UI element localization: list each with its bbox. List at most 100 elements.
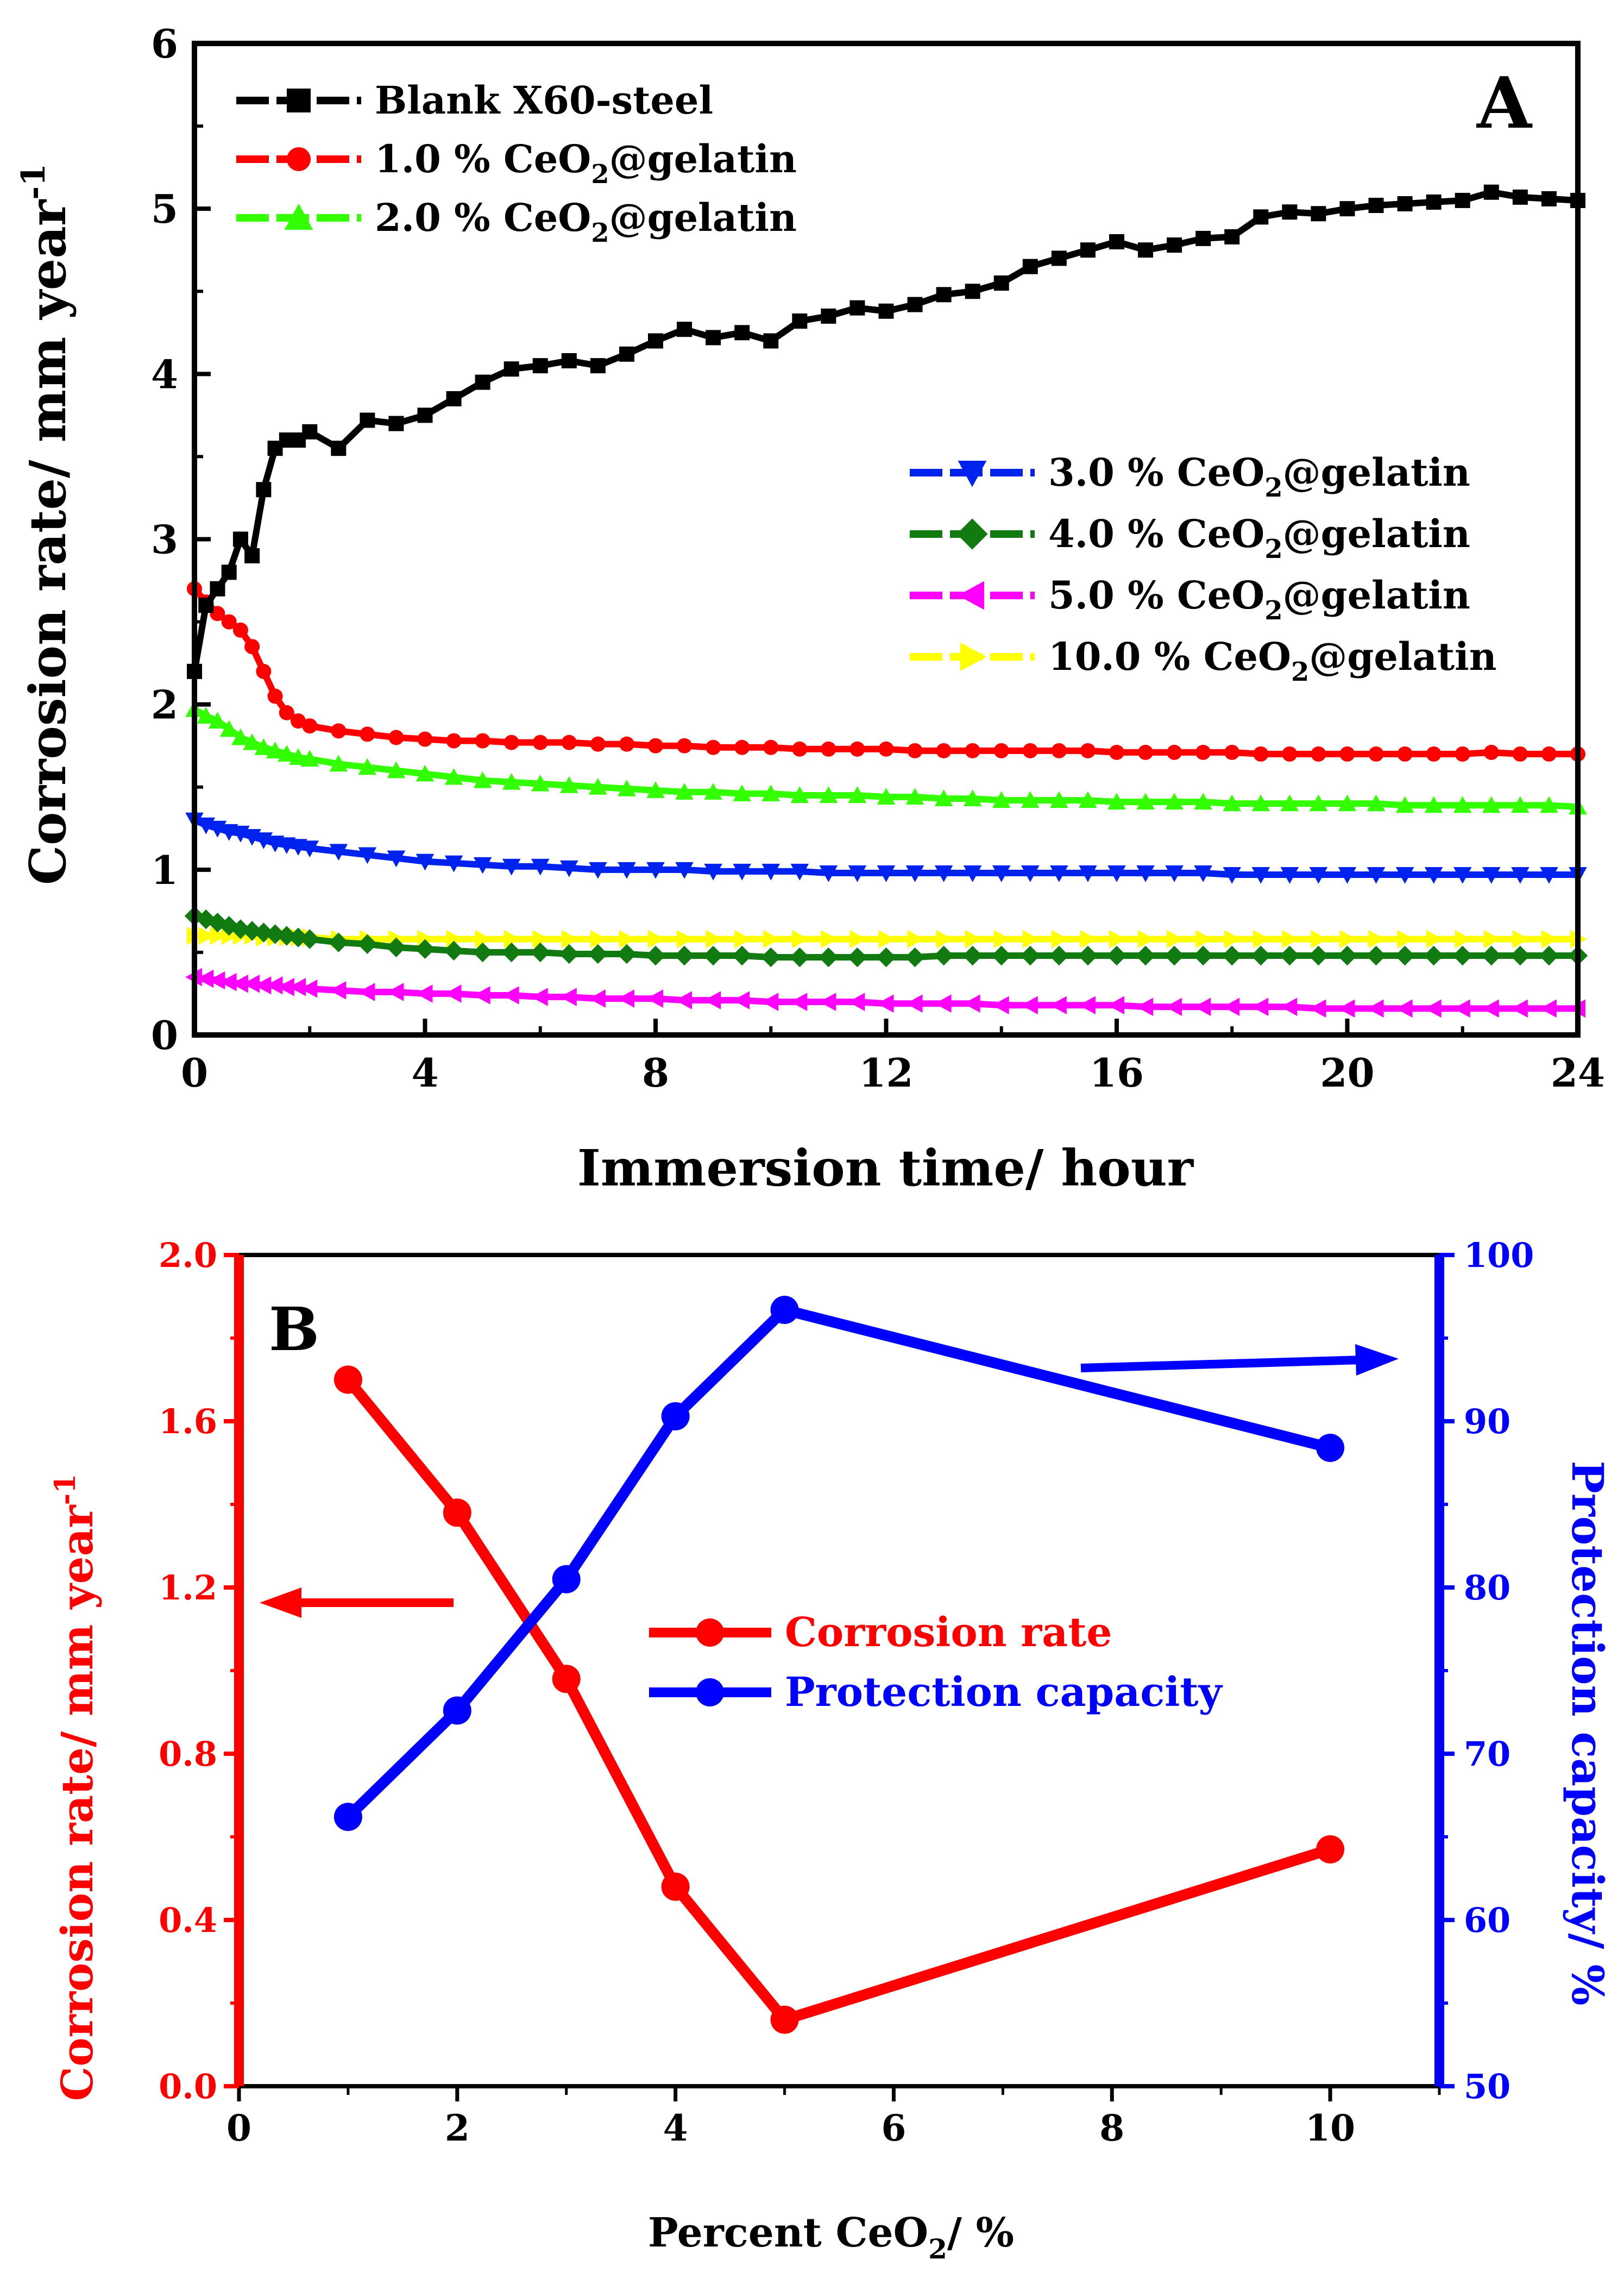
panel-a-point-blank-x60-steel [1022,259,1038,274]
panel-a-point-2-0-ceo2-gelatin [531,774,550,792]
panel-a-point-5-0-ceo2-gelatin [1251,997,1269,1016]
panel-a-point-4-0-ceo2-gelatin [1135,945,1156,966]
panel-a-point-1-0-ceo2-gelatin [267,688,283,704]
panel-a-point-blank-x60-steel [1426,194,1442,210]
panel-a-series-blank-x60-steel [187,184,1585,679]
panel-a-point-2-0-ceo2-gelatin [289,748,307,765]
panel-a-point-blank-x60-steel [360,412,375,428]
panel-a-point-4-0-ceo2-gelatin [386,937,406,957]
panel-a-point-10-0-ceo2-gelatin [198,926,216,945]
panel-a-point-3-0-ceo2-gelatin [1079,865,1097,882]
panel-a-point-10-0-ceo2-gelatin [821,930,838,949]
panel-a-point-blank-x60-steel [965,284,980,299]
panel-a-point-2-0-ceo2-gelatin [231,728,250,745]
panel-a-point-5-0-ceo2-gelatin [1540,999,1557,1018]
panel-a-point-5-0-ceo2-gelatin [300,980,318,998]
panel-a-point-3-0-ceo2-gelatin [1107,865,1126,882]
panel-a-point-4-0-ceo2-gelatin [254,923,274,943]
panel-a-point-2-0-ceo2-gelatin [243,733,261,750]
panel-a-point-4-0-ceo2-gelatin [357,934,377,954]
panel-a-point-3-0-ceo2-gelatin [473,857,492,874]
panel-b-y-right-tick-label-80: 80 [1464,1568,1510,1608]
panel-b-point-protection-capacity [552,1565,581,1593]
panel-a-point-1-0-ceo2-gelatin [244,639,260,655]
panel-a-point-1-0-ceo2-gelatin [763,739,779,755]
panel-b-line-corrosion-rate [344,1376,1332,2025]
panel-a-point-5-0-ceo2-gelatin [733,991,750,1009]
panel-a-point-3-0-ceo2-gelatin [387,850,406,868]
panel-a-point-3-0-ceo2-gelatin [416,854,435,871]
panel-a-point-5-0-ceo2-gelatin [646,989,663,1008]
panel-a-point-5-0-ceo2-gelatin [992,996,1009,1015]
panel-a-point-10-0-ceo2-gelatin [503,930,521,949]
panel-a-y-tick-label-6: 6 [151,21,178,67]
panel-a-point-3-0-ceo2-gelatin [646,862,665,879]
right-axis-arrow [1080,1344,1399,1376]
panel-a-point-4-0-ceo2-gelatin [588,944,608,964]
panel-a-point-blank-x60-steel [1455,192,1470,208]
panel-b-x-tick-label-2: 2 [445,2107,470,2149]
panel-a-point-4-0-ceo2-gelatin [703,945,723,966]
panel-a-point-10-0-ceo2-gelatin [1339,930,1357,949]
panel-a-point-4-0-ceo2-gelatin [300,929,320,949]
panel-a-x-tick-label-8: 8 [642,1050,669,1096]
panel-a-point-blank-x60-steel [256,482,272,498]
panel-a-point-4-0-ceo2-gelatin [1539,945,1559,966]
panel-a-point-1-0-ceo2-gelatin [1224,744,1240,760]
panel-a-point-10-0-ceo2-gelatin [878,930,896,949]
panel-a-point-5-0-ceo2-gelatin [208,971,225,990]
panel-a-point-5-0-ceo2-gelatin [1050,996,1067,1015]
panel-a-point-blank-x60-steel [210,581,225,597]
panel-a-point-5-0-ceo2-gelatin [358,983,375,1001]
panel-a-point-1-0-ceo2-gelatin [1051,743,1067,758]
panel-a-point-10-0-ceo2-gelatin [677,930,694,949]
panel-a-legend-entry-4-0-ceo2-gelatin: 4.0 % CeO2@gelatin [910,511,1470,564]
panel-b-ticks: 0 2 4 6 8 10 0.0 0.4 0.8 1.2 1.6 2.0 50 60 70 80 90 100 [159,1235,1534,2149]
panel-b-y-right-axis-label: Protection capacity/ % [1562,1461,1613,2006]
panel-a-point-blank-x60-steel [590,358,606,374]
panel-a-point-5-0-ceo2-gelatin [387,983,404,1001]
panel-a-point-2-0-ceo2-gelatin [473,771,492,788]
panel-b-y-left-tick-label-0.8: 0.8 [159,1734,217,1774]
panel-a-point-10-0-ceo2-gelatin [648,930,665,949]
panel-a-point-3-0-ceo2-gelatin [1223,867,1242,884]
panel-a-point-blank-x60-steel [1339,201,1355,217]
panel-a-point-2-0-ceo2-gelatin [1021,791,1040,808]
panel-a-point-5-0-ceo2-gelatin [1482,999,1499,1018]
panel-a-point-3-0-ceo2-gelatin [618,862,636,879]
panel-a-point-3-0-ceo2-gelatin [1338,867,1357,884]
panel-a-legend-label-rest: @gelatin [1283,511,1470,556]
panel-a-point-4-0-ceo2-gelatin [276,926,297,946]
panel-a-series-2-0-ceo2-gelatin [185,700,1587,815]
panel-a-point-blank-x60-steel [1512,189,1528,205]
panel-a-point-2-0-ceo2-gelatin [1107,793,1126,810]
panel-a-point-5-0-ceo2-gelatin [289,977,306,996]
panel-a-point-blank-x60-steel [849,300,865,316]
panel-a-point-5-0-ceo2-gelatin [963,994,980,1013]
panel-a-point-2-0-ceo2-gelatin [848,786,867,803]
panel-a-point-5-0-ceo2-gelatin [254,976,272,995]
panel-a-point-blank-x60-steel [734,325,750,341]
panel-a-point-5-0-ceo2-gelatin [243,974,260,993]
panel-a-point-blank-x60-steel [936,287,952,303]
panel-a-point-1-0-ceo2-gelatin [1339,746,1355,762]
panel-a-legend-swatch-marker-blank-x60-steel [287,89,311,112]
panel-a-point-3-0-ceo2-gelatin [560,860,578,877]
panel-a-legend-label-main: 2.0 % CeO [375,195,591,240]
panel-a-point-2-0-ceo2-gelatin [502,773,521,790]
panel-a-point-5-0-ceo2-gelatin [1079,996,1096,1015]
panel-b-y-left-tick-label-2.0: 2.0 [159,1235,217,1275]
panel-a-legend-label-3-0-ceo2-gelatin: 3.0 % CeO2@gelatin [1048,450,1470,503]
panel-b-legend: Corrosion rate Protection capacity [649,1609,1223,1716]
panel-a-point-1-0-ceo2-gelatin [1109,744,1124,760]
panel-a-point-3-0-ceo2-gelatin [502,858,521,876]
panel-a-point-blank-x60-steel [331,441,347,456]
panel-a-point-blank-x60-steel [475,374,490,390]
panel-a-point-5-0-ceo2-gelatin [1136,997,1154,1016]
panel-a-point-5-0-ceo2-gelatin [560,988,577,1006]
panel-a-point-blank-x60-steel [446,391,462,406]
panel-a-point-4-0-ceo2-gelatin [530,942,550,963]
panel-a-point-5-0-ceo2-gelatin [266,976,283,995]
panel-a-point-10-0-ceo2-gelatin [446,930,463,949]
panel-a-point-10-0-ceo2-gelatin [590,930,607,949]
